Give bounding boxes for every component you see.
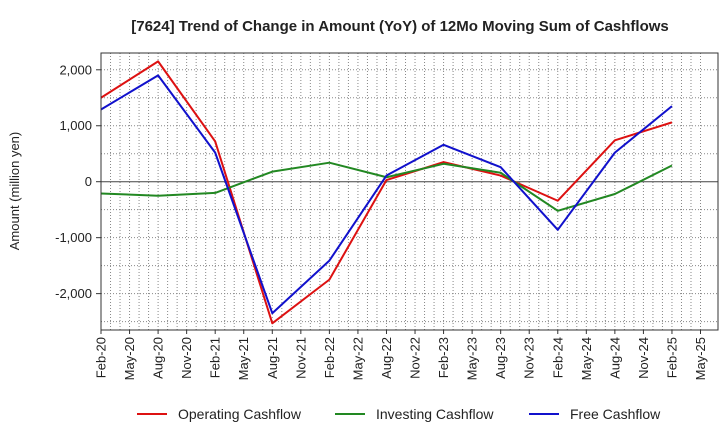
x-tick-label: May-23 bbox=[465, 337, 480, 380]
series-line-operating-cashflow bbox=[100, 60, 673, 325]
gridlines bbox=[101, 53, 718, 330]
x-tick-label: Feb-25 bbox=[664, 337, 679, 378]
x-tick-label: Nov-20 bbox=[179, 337, 194, 379]
x-tick-label: Aug-21 bbox=[265, 337, 280, 379]
x-axis-ticks: Feb-20 May-20 Aug-20 Nov-20 Feb-21 May-21 Aug-… bbox=[94, 330, 708, 380]
x-tick-label: Feb-20 bbox=[94, 337, 109, 378]
y-tick-label: 2,000 bbox=[59, 62, 92, 77]
x-tick-label: Feb-23 bbox=[436, 337, 451, 378]
legend-label-investing-cashflow: Investing Cashflow bbox=[376, 406, 494, 422]
x-tick-label: May-25 bbox=[693, 337, 708, 380]
x-tick-label: May-22 bbox=[350, 337, 365, 380]
legend-label-free-cashflow: Free Cashflow bbox=[570, 406, 661, 422]
legend: Operating Cashflow Investing Cashflow Free… bbox=[137, 406, 661, 422]
plot-area bbox=[101, 53, 718, 330]
x-tick-label: Nov-22 bbox=[408, 337, 423, 379]
series-line-free-cashflow bbox=[100, 74, 673, 315]
x-tick-label: Feb-22 bbox=[322, 337, 337, 378]
y-tick-label: -1,000 bbox=[55, 230, 92, 245]
x-tick-label: Nov-23 bbox=[522, 337, 537, 379]
series-lines bbox=[100, 60, 673, 325]
legend-label-operating-cashflow: Operating Cashflow bbox=[178, 406, 302, 422]
x-tick-label: May-24 bbox=[579, 337, 594, 380]
y-axis-label: Amount (million yen) bbox=[7, 132, 22, 251]
y-tick-label: -2,000 bbox=[55, 286, 92, 301]
x-tick-label: Nov-24 bbox=[636, 337, 651, 379]
plot-frame bbox=[100, 52, 719, 331]
x-tick-label: Feb-21 bbox=[208, 337, 223, 378]
chart-title: [7624] Trend of Change in Amount (YoY) o… bbox=[131, 18, 669, 35]
x-tick-label: Nov-21 bbox=[293, 337, 308, 379]
y-tick-label: 1,000 bbox=[59, 118, 92, 133]
x-tick-label: May-20 bbox=[122, 337, 137, 380]
x-tick-label: Aug-20 bbox=[151, 337, 166, 379]
x-tick-label: Aug-23 bbox=[493, 337, 508, 379]
x-tick-label: May-21 bbox=[236, 337, 251, 380]
y-tick-label: 0 bbox=[85, 174, 92, 189]
x-tick-label: Aug-22 bbox=[379, 337, 394, 379]
y-axis-ticks: 2,000 1,000 0 -1,000 -2,000 bbox=[55, 62, 101, 301]
x-tick-label: Feb-24 bbox=[550, 337, 565, 378]
x-tick-label: Aug-24 bbox=[607, 337, 622, 379]
